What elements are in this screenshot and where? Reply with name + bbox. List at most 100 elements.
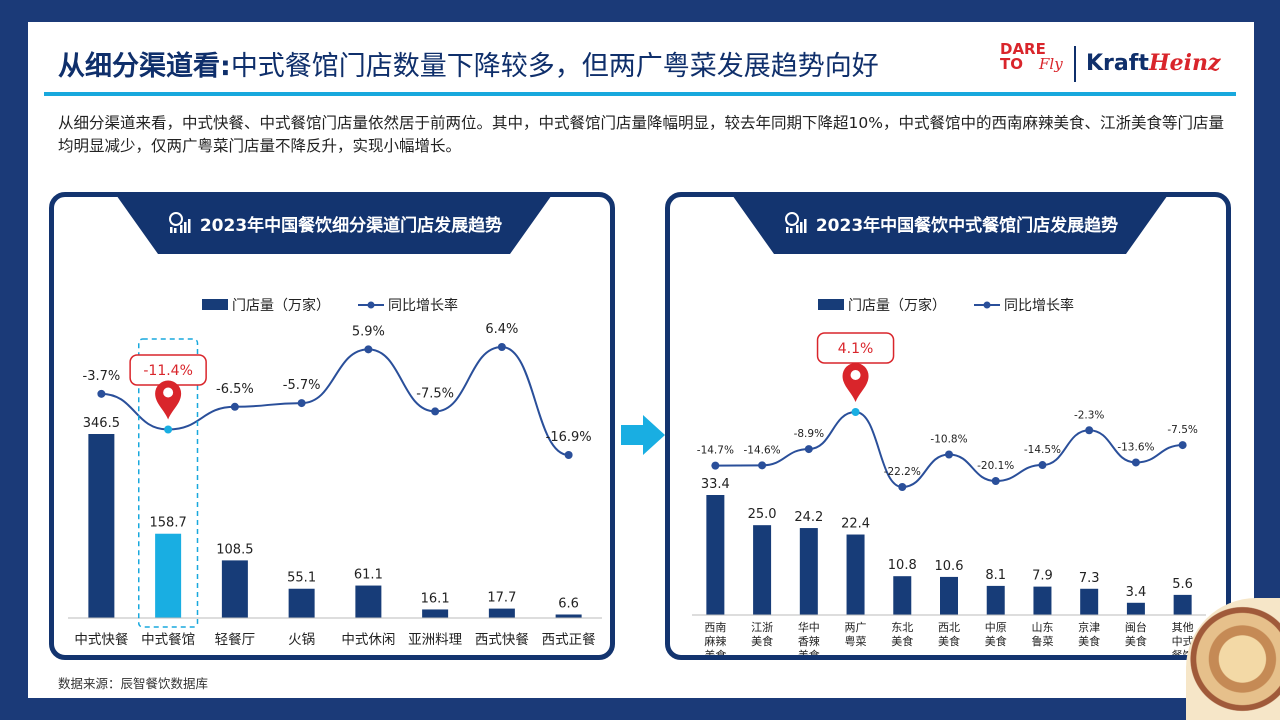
growth-rate-label: -8.9%	[794, 428, 824, 440]
category-label: 鲁菜	[1031, 634, 1053, 648]
growth-rate-point	[1131, 458, 1140, 467]
legend-line-marker	[367, 301, 375, 309]
bar-value-label: 33.4	[701, 477, 730, 492]
growth-rate-point	[564, 451, 573, 459]
category-label: 美食	[985, 634, 1007, 648]
page-title: 从细分渠道看:中式餐馆门店数量下降较多，但两广粤菜发展趋势向好	[58, 44, 978, 83]
bar	[1080, 588, 1099, 615]
slide: 从细分渠道看:中式餐馆门店数量下降较多，但两广粤菜发展趋势向好 DARE TO F…	[28, 22, 1254, 698]
highlight-callout-label: 4.1%	[838, 341, 874, 357]
category-label: 美食	[1078, 634, 1100, 648]
category-label: 麻辣	[704, 634, 726, 648]
category-label: 西式正餐	[542, 632, 596, 648]
bar-value-label: 24.2	[794, 510, 823, 525]
category-label: 火锅	[288, 632, 315, 648]
category-label: 东北	[891, 621, 913, 634]
growth-rate-point	[1178, 441, 1187, 450]
bar	[88, 434, 115, 618]
category-label: 美食	[704, 648, 726, 655]
category-label: 两广	[845, 621, 867, 634]
category-label: 江浙	[751, 621, 773, 634]
bar-value-label: 3.4	[1126, 585, 1147, 600]
bar	[555, 614, 582, 618]
location-pin-dot	[850, 370, 861, 380]
legend-bar-swatch	[202, 299, 228, 310]
bar-value-label: 55.1	[287, 571, 316, 586]
bar	[1033, 586, 1052, 615]
chart-title-tab: 2023年中国餐饮中式餐馆门店发展趋势	[730, 192, 1170, 254]
growth-rate-line	[715, 410, 1183, 489]
growth-rate-point	[164, 425, 173, 434]
growth-rate-point	[1085, 426, 1094, 435]
growth-rate-label: -13.6%	[1117, 441, 1154, 453]
category-label: 轻餐厅	[215, 632, 256, 648]
growth-rate-point	[758, 461, 767, 470]
dare-to-fly-logo: DARE TO Fly	[1000, 42, 1070, 86]
location-pin-dot	[163, 387, 174, 398]
chart-report-icon	[166, 210, 192, 236]
chart-panel-channels: 门店量（万家） 同比增长率 346.5 中式快餐 158.7 中式餐馆 108.5 轻餐厅 55…	[49, 192, 615, 660]
data-source: 数据来源：辰智餐饮数据库	[58, 676, 209, 691]
bar-value-label: 22.4	[841, 517, 870, 532]
legend-line-marker	[983, 301, 991, 309]
bar-value-label: 10.8	[888, 558, 917, 573]
bar-value-label: 10.6	[935, 559, 964, 574]
growth-rate-point	[230, 402, 239, 411]
category-label: 美食	[891, 634, 913, 648]
bar	[986, 585, 1005, 615]
bar	[488, 608, 515, 618]
category-label: 西南	[704, 621, 726, 634]
category-label: 餐馆	[1172, 648, 1194, 655]
bar	[288, 588, 315, 618]
bar	[846, 534, 865, 615]
legend-bar-label: 门店量（万家）	[848, 297, 946, 314]
growth-rate-label: -16.9%	[546, 430, 592, 445]
growth-rate-point	[804, 445, 813, 454]
category-label: 香辣	[798, 634, 820, 648]
chart-chinese-restaurants: 门店量（万家）同比增长率33.4西南麻辣美食25.0江浙美食24.2华中香辣美食…	[692, 297, 1206, 655]
category-label: 西北	[938, 621, 960, 634]
category-label: 中式快餐	[74, 632, 128, 648]
bar	[1126, 602, 1145, 615]
category-label: 美食	[938, 634, 960, 648]
category-label: 亚洲料理	[408, 632, 462, 648]
bar	[940, 576, 958, 615]
bar	[355, 585, 382, 618]
highlight-callout-box	[816, 332, 895, 364]
bar-value-label: 16.1	[421, 591, 450, 606]
category-label: 西式快餐	[475, 632, 529, 648]
location-pin-icon	[155, 380, 182, 420]
bar	[706, 495, 725, 615]
growth-rate-point	[1038, 461, 1047, 470]
chart-title-tab: 2023年中国餐饮细分渠道门店发展趋势	[114, 192, 554, 254]
legend-line-label: 同比增长率	[1004, 297, 1074, 314]
growth-rate-point	[851, 408, 860, 416]
bar-value-label: 7.9	[1032, 569, 1053, 584]
category-label: 美食	[798, 648, 820, 655]
growth-rate-label: -14.7%	[697, 445, 734, 457]
bar-value-label: 7.3	[1079, 571, 1100, 586]
growth-rate-point	[991, 477, 1000, 486]
growth-rate-point	[364, 345, 373, 354]
legend-bar-swatch	[818, 299, 844, 310]
bar	[1173, 594, 1192, 615]
growth-rate-label: -14.5%	[1024, 444, 1061, 456]
growth-rate-point	[898, 483, 907, 491]
category-label: 中式休闲	[341, 632, 395, 648]
bar-value-label: 5.6	[1172, 577, 1193, 592]
category-label: 华中	[798, 620, 820, 634]
growth-rate-point	[497, 343, 506, 351]
bar-value-label: 6.6	[558, 596, 579, 611]
growth-rate-label: -20.1%	[977, 460, 1014, 472]
chart-title: 2023年中国餐饮细分渠道门店发展趋势	[199, 215, 503, 236]
bar-value-label: 61.1	[354, 568, 383, 583]
bar-value-label: 346.5	[83, 416, 120, 431]
legend-line-label: 同比增长率	[388, 297, 458, 314]
bar-value-label: 158.7	[150, 516, 187, 531]
growth-rate-label: -2.3%	[1074, 409, 1104, 421]
growth-rate-label: -10.8%	[930, 433, 967, 445]
bar-value-label: 8.1	[985, 568, 1006, 583]
category-label: 闽台	[1125, 620, 1147, 634]
bar	[753, 525, 772, 615]
growth-rate-label: -14.6%	[744, 444, 781, 456]
